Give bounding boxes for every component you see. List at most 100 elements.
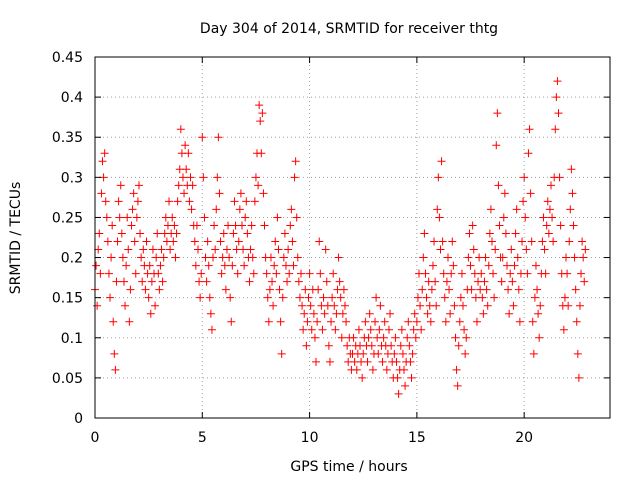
data-point [188,181,197,190]
data-point [139,245,148,254]
data-point [447,269,456,278]
data-point [246,245,255,254]
data-point [544,229,553,238]
data-point [248,253,257,262]
x-tick-label: 20 [515,430,533,446]
data-point [200,213,209,222]
data-point [578,237,587,246]
data-point [400,365,408,374]
data-point [312,357,321,366]
data-point [494,181,503,190]
data-point [335,277,344,286]
data-point [384,325,393,334]
data-point [217,269,226,278]
data-point [225,253,234,262]
data-point [479,309,488,318]
data-point [146,309,155,318]
data-point [477,269,486,278]
data-point [307,325,316,334]
data-point [563,269,572,278]
data-point [155,285,164,294]
data-point [187,205,196,214]
data-point [330,301,339,310]
data-point [233,269,242,278]
data-point [145,261,154,270]
data-point [124,245,133,254]
data-point [573,349,582,358]
data-point [101,197,110,206]
data-point [530,293,539,302]
data-point [285,269,294,278]
data-point [206,309,215,318]
data-point [95,229,104,238]
data-point [418,285,427,294]
data-point [229,229,238,238]
data-point [499,213,508,222]
data-point [487,237,496,246]
data-point [468,221,477,230]
data-point [404,317,413,326]
data-point [340,301,349,310]
data-point [522,245,531,254]
data-point [281,261,290,270]
data-point [443,253,452,262]
data-point [449,261,458,270]
data-point [375,325,384,334]
data-point [553,77,562,86]
data-point [336,293,345,302]
data-point [526,189,535,198]
data-point [528,317,537,326]
data-point [93,301,102,310]
data-point [159,253,168,262]
data-point [151,301,160,310]
data-point [432,301,441,310]
data-point [455,317,464,326]
data-point [460,325,469,334]
data-point [286,221,295,230]
data-point [504,285,513,294]
data-point [419,253,428,262]
data-point [266,253,275,262]
y-tick-label: 0.15 [52,291,83,307]
data-point [104,269,113,278]
data-point [172,229,181,238]
x-tick-label: 5 [198,430,207,446]
data-point [216,237,225,246]
data-point [485,229,494,238]
data-point [132,213,141,222]
data-point [420,229,429,238]
data-point [123,213,132,222]
data-point [394,389,403,398]
data-point [260,221,269,230]
data-point [448,237,457,246]
data-point [178,173,187,182]
data-point [413,293,422,302]
data-point [240,261,249,270]
data-point [518,237,527,246]
data-point [508,277,517,286]
data-point [574,373,583,382]
data-point [270,261,279,270]
data-point [434,173,443,182]
data-point [542,221,551,230]
data-point [114,197,123,206]
data-point [195,277,204,286]
data-point [430,237,439,246]
data-point [367,341,376,350]
data-point [275,285,284,294]
data-point [338,309,347,318]
data-point [501,229,510,238]
data-point [166,245,175,254]
data-point [439,269,448,278]
data-point [411,333,420,342]
data-point [209,253,218,262]
data-point [325,357,334,366]
data-point [141,285,150,294]
data-point [257,149,266,158]
data-point [466,261,475,270]
data-point [543,197,552,206]
data-point [390,349,399,358]
data-point [264,317,273,326]
data-point [461,349,470,358]
